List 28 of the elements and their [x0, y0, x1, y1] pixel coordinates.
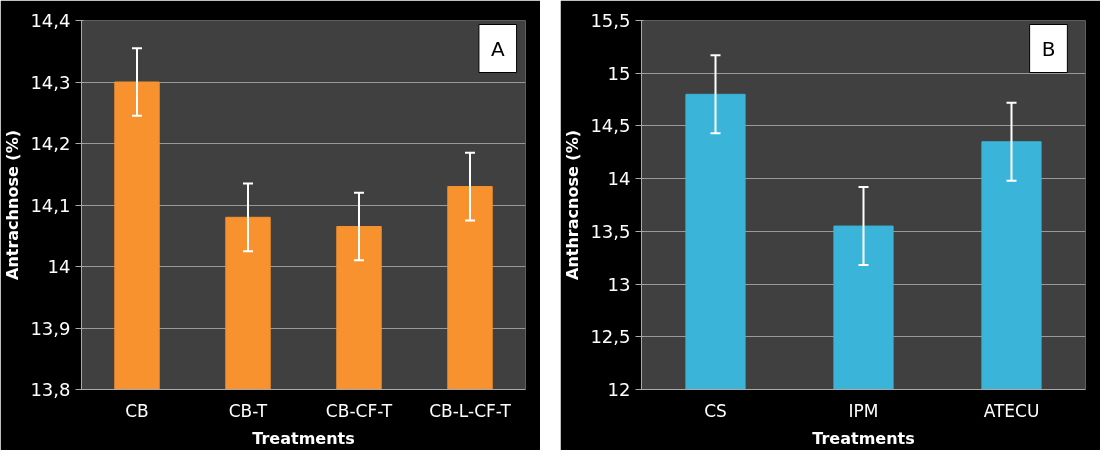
y-tick-label: 14,5 — [590, 115, 631, 137]
y-axis-title: Anthracnose (%) — [563, 130, 583, 280]
y-axis-title: Antrachnose (%) — [3, 130, 23, 280]
y-tick-label: 13,9 — [30, 317, 71, 339]
x-axis-title: Treatments — [252, 428, 355, 448]
x-axis-title: Treatments — [812, 428, 915, 448]
x-tick-label: ATECU — [983, 400, 1040, 421]
y-tick-label: 13,5 — [590, 220, 631, 242]
x-tick-label: CB-L-CF-T — [429, 400, 512, 421]
x-tick-label: CB-T — [228, 400, 268, 421]
x-tick-label: CS — [704, 400, 727, 421]
x-tick-label: CB-CF-T — [325, 400, 393, 421]
y-tick-label: 14 — [607, 168, 631, 190]
y-tick-label: 13 — [607, 273, 631, 295]
y-tick-label: 14,3 — [30, 71, 71, 93]
y-tick-label: 14 — [47, 256, 71, 277]
annotation: A — [490, 36, 505, 61]
y-tick-label: 14,2 — [30, 133, 71, 154]
y-tick-label: 15 — [607, 62, 631, 84]
x-tick-label: CB — [125, 400, 149, 421]
y-tick-label: 15,5 — [590, 10, 631, 31]
annotation: B — [1041, 36, 1056, 61]
y-tick-label: 14,1 — [30, 194, 71, 216]
y-tick-label: 12,5 — [590, 326, 631, 348]
y-tick-label: 14,4 — [30, 10, 71, 31]
x-tick-label: IPM — [848, 400, 879, 421]
y-tick-label: 13,8 — [30, 379, 71, 400]
y-tick-label: 12 — [607, 379, 631, 400]
